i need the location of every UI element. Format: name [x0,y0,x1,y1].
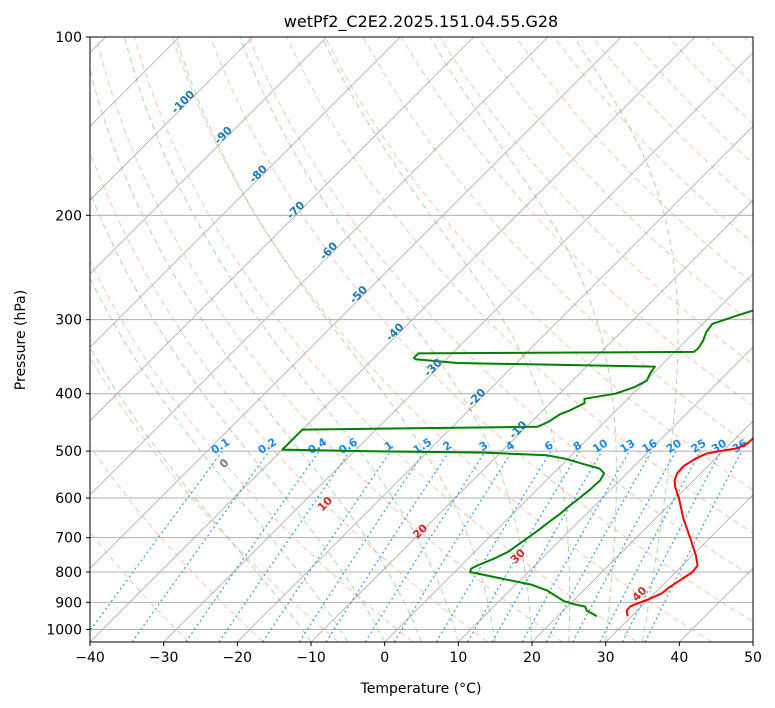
dry-adiabat-line [515,37,753,284]
isotherm-line [90,37,475,422]
mixing-ratio-line [572,450,677,642]
moist-adiabat-line [90,277,349,642]
dewpoint-trace [281,309,753,618]
x-tick-label: 0 [380,650,389,666]
y-tick-label: 400 [55,387,82,403]
y-tick-label: 500 [55,444,82,460]
x-tick-label: 40 [670,650,688,666]
dry-adiabat-line [286,37,753,534]
isotherm-line [237,125,753,642]
y-axis: 100 200 300 400 500 600 700 800 900 1000 [46,30,90,638]
y-tick-label: 700 [55,531,82,547]
isotherm-line [90,37,622,569]
isotherm-line [90,37,254,201]
x-tick-label: −40 [75,650,105,666]
mixing-ratio-line [521,450,631,642]
y-axis-title: Pressure (hPa) [13,290,29,390]
y-tick-label: 100 [55,30,82,46]
x-tick-label: 10 [449,650,467,666]
mixing-ratio-line [90,450,223,632]
isotherm-line [90,37,327,275]
x-tick-label: −10 [296,650,326,666]
moist-adiabat-line [90,190,386,642]
x-axis-title: Temperature (°C) [360,681,482,697]
y-tick-label: 800 [55,565,82,581]
dry-adiabat-line [95,37,563,642]
isotherm-line [531,420,753,642]
background-reference-lines [90,37,753,642]
chart-title: wetPf2_C2E2.2025.151.04.55.G28 [284,12,558,32]
y-tick-label: 300 [55,313,82,329]
mixing-ratio-line [393,450,513,642]
isotherm-line [90,37,548,496]
x-tick-label: 20 [523,650,541,666]
moist-adiabat-line [175,37,496,642]
x-axis: −40 −30 −20 −10 0 10 20 30 40 50 [75,642,762,666]
mixing-ratio-line [621,450,722,642]
y-tick-label: 600 [55,491,82,507]
dry-adiabat-line [171,37,712,642]
y-tick-label: 1000 [46,622,82,638]
sounding-traces [281,309,753,618]
isotherm-line [90,37,401,348]
y-tick-label: 200 [55,208,82,224]
isotherm-line [384,273,753,642]
x-tick-label: 30 [597,650,615,666]
plot-frame [89,36,754,643]
moist-adiabat-line [429,37,617,642]
moist-adiabat-line [321,37,571,642]
moist-adiabat-line [239,37,533,642]
mixing-ratio-line [185,450,320,642]
isotherm-line [90,37,696,642]
dry-adiabat-line [133,37,638,642]
y-tick-label: 900 [55,595,82,611]
x-tick-label: −20 [223,650,253,666]
mixing-ratio-line [644,450,743,642]
mixing-ratio-line [131,450,270,642]
dry-adiabat-line [248,37,753,578]
mixing-ratio-line [325,450,450,642]
dry-adiabat-line [90,259,414,642]
mixing-ratio-line [545,450,653,642]
mixing-ratio-line [364,450,486,642]
isotherm-line [458,346,753,642]
mixing-ratio-line [298,450,425,642]
x-tick-label: −30 [149,650,179,666]
moist-adiabat-line [90,346,312,642]
moist-adiabat-line [90,67,422,642]
isotherm-line [163,52,753,642]
mixing-ratio-line [466,450,580,642]
isotherm-line [605,494,753,642]
temperature-trace [625,437,753,617]
moist-adiabat-line [124,37,459,642]
dry-adiabat-line [210,37,753,623]
isotherm-line [310,199,753,642]
dry-adiabat-line [90,445,264,642]
dry-adiabat-line [324,37,753,491]
mixing-ratio-line [491,450,603,642]
x-tick-label: 50 [744,650,762,666]
